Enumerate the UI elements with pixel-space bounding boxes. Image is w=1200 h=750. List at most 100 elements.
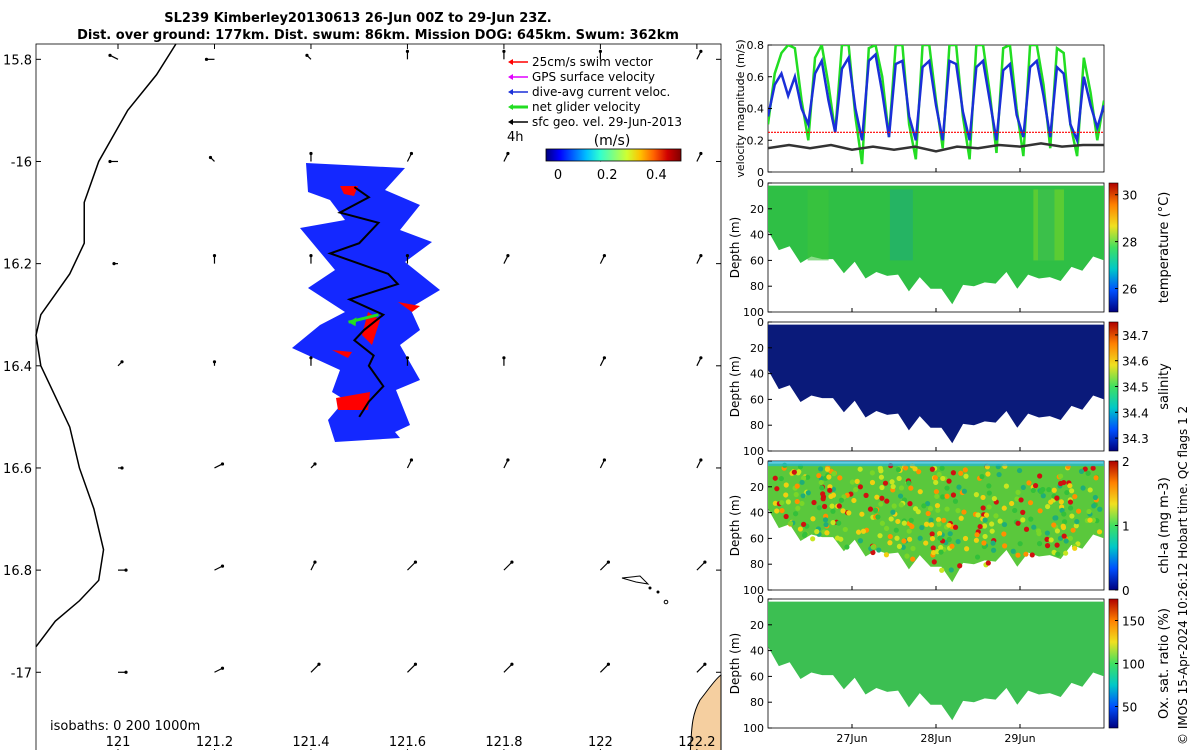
chl-point bbox=[930, 549, 937, 556]
vector-arrowhead bbox=[309, 151, 313, 156]
chl-point bbox=[889, 479, 895, 485]
island bbox=[621, 575, 650, 585]
chl-point bbox=[1067, 483, 1073, 489]
vector-arrowhead bbox=[120, 360, 124, 364]
chl-point bbox=[915, 509, 921, 515]
chl-point bbox=[1073, 523, 1079, 529]
chl-point bbox=[774, 508, 780, 514]
chl-point bbox=[1067, 505, 1074, 511]
chl-point bbox=[958, 515, 964, 521]
chl-point bbox=[910, 545, 916, 552]
chl-point bbox=[1048, 537, 1054, 543]
series-dive bbox=[768, 52, 1104, 146]
chl-point bbox=[869, 470, 875, 476]
y-tick-label: 60 bbox=[750, 670, 764, 683]
chl-point bbox=[895, 467, 902, 473]
chl-point bbox=[908, 485, 914, 491]
chl-point bbox=[1010, 548, 1016, 554]
vector-arrowhead bbox=[405, 49, 410, 53]
panel-ylabel: Depth (m) bbox=[728, 495, 742, 556]
chl-point bbox=[897, 493, 904, 499]
vector-arrowhead bbox=[506, 458, 510, 462]
chl-point bbox=[1070, 527, 1076, 533]
vector-arrowhead bbox=[108, 159, 112, 164]
colorbar-tick-label: 28 bbox=[1122, 236, 1137, 250]
chl-point bbox=[949, 543, 955, 549]
vector-arrowhead bbox=[124, 670, 128, 674]
profile-fill bbox=[768, 185, 1104, 305]
chl-point bbox=[883, 552, 890, 558]
chl-point bbox=[986, 490, 992, 496]
chl-point bbox=[879, 484, 885, 491]
chl-point bbox=[963, 473, 969, 479]
chl-point bbox=[1012, 507, 1018, 514]
vector-arrowhead bbox=[124, 568, 128, 572]
colorbar-tick-label: 34.6 bbox=[1122, 355, 1149, 369]
vector-arrowhead bbox=[220, 666, 225, 670]
colorbar-label: salinity bbox=[1157, 363, 1172, 410]
y-tick-label: 16.8 bbox=[3, 564, 32, 579]
chl-point bbox=[901, 520, 907, 526]
vector-arrowhead bbox=[699, 151, 703, 156]
legend-swatch-head bbox=[508, 104, 513, 110]
chl-point bbox=[844, 544, 850, 550]
chl-point bbox=[934, 503, 941, 509]
chl-point bbox=[931, 559, 937, 565]
chl-point bbox=[857, 484, 863, 490]
chl-point bbox=[834, 535, 841, 541]
chl-point bbox=[1015, 489, 1021, 495]
chl-point bbox=[884, 498, 890, 504]
y-tick-label: 20 bbox=[750, 342, 764, 355]
y-tick-label: -17 bbox=[11, 666, 32, 681]
x-tick-label: 121.8 bbox=[485, 735, 522, 750]
vector-arrowhead bbox=[317, 662, 321, 666]
chl-point bbox=[935, 507, 941, 513]
vector-arrow bbox=[599, 561, 609, 571]
legend-swatch-head bbox=[508, 89, 513, 95]
chl-point bbox=[936, 530, 943, 537]
chl-point bbox=[929, 466, 935, 472]
vector-arrowhead bbox=[108, 53, 112, 57]
y-tick-label: 80 bbox=[750, 280, 764, 293]
chl-point bbox=[1048, 499, 1054, 505]
net-velocity-arrowhead bbox=[348, 317, 357, 327]
y-tick-label: 0.4 bbox=[747, 103, 765, 116]
chl-point bbox=[946, 522, 952, 528]
chl-point bbox=[925, 510, 931, 517]
y-tick-label: 100 bbox=[743, 306, 764, 319]
x-tick-label: 121 bbox=[106, 735, 131, 750]
chl-point bbox=[1074, 519, 1080, 525]
chl-point bbox=[783, 492, 789, 498]
chl-point bbox=[1030, 487, 1036, 493]
chl-point bbox=[1097, 506, 1103, 512]
chl-point bbox=[939, 567, 945, 573]
chl-point bbox=[1040, 493, 1046, 499]
chl-point bbox=[801, 532, 808, 538]
panel-temperature: 0 20 40 60 80 100 Depth (m) 26 28 30 temperature (… bbox=[728, 177, 1172, 319]
chl-point bbox=[924, 500, 931, 507]
vector-arrow bbox=[503, 663, 513, 673]
vector-arrowhead bbox=[313, 560, 317, 564]
y-tick-label: 0 bbox=[757, 593, 764, 606]
chl-point bbox=[985, 560, 991, 566]
chl-point bbox=[905, 480, 912, 486]
chl-point bbox=[838, 497, 845, 503]
chl-point bbox=[874, 494, 880, 500]
chl-point bbox=[863, 492, 869, 498]
figure-title: SL239 Kimberley20130613 26-Jun 00Z to 29… bbox=[164, 11, 551, 26]
chl-point bbox=[1028, 516, 1034, 522]
chl-point bbox=[821, 503, 828, 510]
chl-point bbox=[1001, 505, 1007, 511]
chl-point bbox=[854, 478, 860, 484]
vector-arrowhead bbox=[413, 662, 418, 666]
chl-point bbox=[950, 492, 957, 498]
chl-point bbox=[820, 491, 826, 497]
chl-point bbox=[1053, 515, 1059, 521]
vector-arrowhead bbox=[506, 151, 510, 156]
chl-point bbox=[982, 533, 988, 540]
chl-point bbox=[791, 469, 797, 475]
chl-point bbox=[981, 523, 988, 529]
vector-arrowhead bbox=[409, 458, 414, 462]
panel-salinity: 0 20 40 60 80 100 Depth (m) 34.3 34.4 34.5 34.6 34.… bbox=[728, 316, 1172, 458]
